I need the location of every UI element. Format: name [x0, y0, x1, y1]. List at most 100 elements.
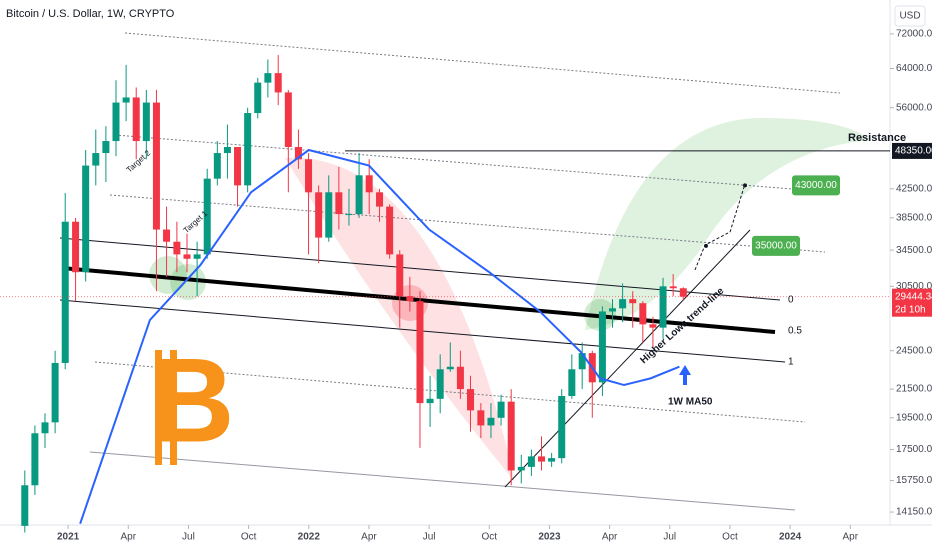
candle-body: [102, 141, 110, 154]
y-tick-label: 17500.00: [896, 444, 932, 455]
candle-body: [82, 165, 90, 273]
x-tick-label: Jul: [663, 532, 676, 543]
candle-body: [274, 73, 282, 93]
ma-arrow: [679, 365, 691, 385]
ma-line: [79, 148, 680, 525]
x-tick-label: Apr: [361, 532, 377, 543]
overlays: [0, 0, 932, 526]
x-tick-label: Jul: [182, 532, 195, 543]
candle-body: [244, 113, 252, 186]
candle-body: [122, 97, 130, 103]
candle-body: [376, 192, 384, 207]
last-price-box: [892, 288, 932, 317]
fib-label: 0: [788, 295, 794, 306]
target-label: 35000.00: [755, 241, 797, 252]
candle-body: [163, 229, 171, 242]
y-tick-label: 34500.00: [896, 245, 932, 256]
candle-body: [315, 192, 323, 238]
y-tick-label: 15750.00: [896, 475, 932, 486]
resistance-price-box: [892, 142, 932, 159]
candle-body: [142, 102, 150, 142]
candle-body: [386, 206, 394, 255]
support-circle: [149, 256, 187, 294]
y-tick-label: 14150.00: [896, 507, 932, 518]
candle-body: [132, 97, 140, 142]
bull-arc: [585, 118, 870, 330]
candle-body: [416, 301, 424, 404]
y-tick-label: 42500.00: [896, 183, 932, 194]
x-tick-label: Apr: [602, 532, 618, 543]
channel-line: [89, 451, 796, 511]
y-tick-label: 64000.00: [896, 63, 932, 74]
candle-body: [527, 456, 535, 467]
candle-body: [223, 146, 231, 154]
candle-body: [619, 299, 627, 309]
logo-bar: [155, 350, 162, 465]
candle-body: [365, 175, 373, 193]
channel-mid: [61, 266, 776, 334]
candle-body: [517, 466, 525, 471]
candle-body: [92, 153, 100, 166]
candle-body: [456, 366, 464, 390]
ma-label: 1W MA50: [668, 397, 713, 408]
candle-body: [396, 254, 404, 297]
x-tick-label: Oct: [241, 532, 257, 543]
y-tick-label: 38500.00: [896, 213, 932, 224]
candle-body: [426, 398, 434, 404]
resistance-text: Resistance: [848, 132, 906, 144]
candle-body: [294, 146, 302, 160]
candle-body: [406, 296, 414, 302]
candle-body: [335, 192, 343, 215]
candle-body: [436, 369, 444, 399]
last-price: 29444.34: [895, 291, 932, 302]
candle-body: [325, 192, 333, 238]
channel-line: [109, 194, 826, 253]
target-box: [752, 235, 800, 256]
candle-body: [72, 221, 80, 273]
x-tick-label: Apr: [843, 532, 859, 543]
candle-body: [609, 308, 617, 312]
candle-body: [467, 389, 475, 411]
y-tick-label: 72000.00: [896, 29, 932, 40]
candle-body: [234, 146, 242, 186]
candle-body: [679, 288, 687, 297]
y-tick-label: 19500.00: [896, 412, 932, 423]
candle-body: [213, 153, 221, 179]
target-name: Target 2: [125, 148, 153, 174]
channel-line: [114, 134, 831, 193]
target-label: 43000.00: [795, 180, 837, 191]
x-tick-label: 2023: [538, 532, 561, 543]
x-tick-label: 2022: [298, 532, 321, 543]
candle-body: [598, 311, 606, 383]
candle-body: [659, 286, 667, 328]
candle-body: [446, 366, 454, 370]
candle-body: [41, 422, 49, 434]
currency[interactable]: USD: [899, 11, 920, 22]
y-tick-label: 30500.00: [896, 281, 932, 292]
target-box: [792, 175, 840, 196]
candle-body: [21, 485, 29, 526]
candle-body: [264, 73, 272, 83]
candle-body: [669, 286, 677, 289]
x-tick-label: Oct: [482, 532, 498, 543]
candle-body: [355, 175, 363, 215]
candle-body: [254, 82, 262, 114]
candle-body: [305, 159, 313, 193]
y-tick-label: 56000.00: [896, 102, 932, 113]
x-tick-label: Apr: [120, 532, 136, 543]
y-tick-label: 24500.00: [896, 345, 932, 356]
candle-body: [284, 92, 292, 147]
candle-body: [477, 410, 485, 426]
candle-body: [538, 456, 546, 462]
candle-body: [203, 178, 211, 255]
candle-body: [629, 299, 637, 304]
resistance-price: 48350.00: [895, 146, 932, 157]
target-point: [743, 183, 747, 188]
chart-title: Bitcoin / U.S. Dollar, 1W, CRYPTO: [6, 8, 175, 20]
candle-body: [558, 396, 566, 459]
candle-body: [639, 303, 647, 325]
channel-line: [124, 32, 841, 94]
currency-box[interactable]: [894, 5, 926, 27]
x-tick-label: Oct: [722, 532, 738, 543]
